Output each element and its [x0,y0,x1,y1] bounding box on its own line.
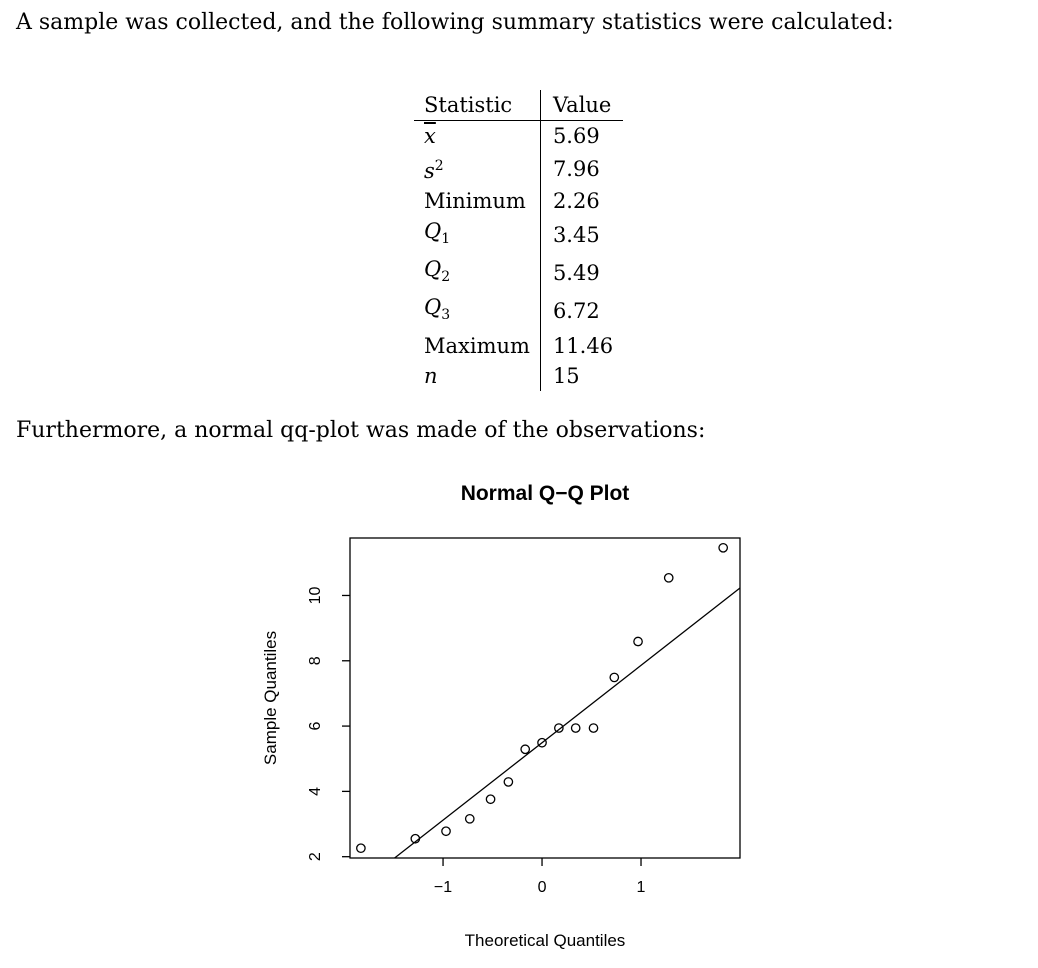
stat-value-q1: 3.45 [539,216,624,255]
y-tick-label: 2 [307,852,324,861]
y-tick-label: 8 [307,656,324,665]
table-row: n 15 [414,360,624,391]
plot-frame [349,537,741,859]
table-row: Q2 5.49 [414,254,624,293]
data-point [554,723,564,733]
stat-value-variance: 7.96 [539,151,624,186]
stat-value-q3: 6.72 [539,292,624,331]
stat-label-q2: Q2 [424,257,451,286]
stat-label-mean: x [424,124,436,148]
stat-value-mean: 5.69 [539,120,624,151]
summary-statistics-table: Statistic Value x 5.69 s2 7.96 Minimum 2… [414,90,624,391]
data-point [356,843,366,854]
table-row: Q3 6.72 [414,292,624,331]
y-axis: 2 4 6 8 10 [307,586,350,861]
stat-value-minimum: 2.26 [539,186,624,216]
chart-title: Normal Q−Q Plot [461,482,630,505]
intro-text: A sample was collected, and the followin… [16,10,894,35]
table-row: s2 7.96 [414,151,624,186]
data-point [633,636,643,647]
x-tick-label: 0 [538,879,547,896]
x-tick-label: −1 [434,879,452,896]
qq-plot-intro-text: Furthermore, a normal qq-plot was made o… [16,418,706,443]
table-row: Q1 3.45 [414,216,624,255]
data-point [663,572,674,583]
table-row: Maximum 11.46 [414,330,624,361]
data-point [410,833,421,844]
table-row: Minimum 2.26 [414,186,624,216]
stat-label-minimum: Minimum [424,189,526,213]
y-tick-label: 4 [307,787,324,796]
stat-label-q1: Q1 [424,219,451,248]
qq-reference-line [394,587,741,859]
y-axis-label: Sample Quantiles [261,631,280,765]
data-point [537,737,547,748]
qq-plot: Normal Q−Q Plot −1 0 1 2 4 6 8 10 Theoretical … [261,482,741,950]
data-points [356,542,729,854]
data-point [570,723,581,733]
stat-value-maximum: 11.46 [539,330,624,361]
table-header-row: Statistic Value [414,90,624,121]
x-axis: −1 0 1 [434,858,646,896]
y-tick-label: 6 [307,722,324,731]
data-point [485,794,496,805]
data-point [609,672,620,683]
stat-value-q2: 5.49 [539,254,624,293]
x-axis-label: Theoretical Quantiles [465,931,626,950]
stat-label-n: n [424,363,438,388]
data-point [520,744,531,755]
data-point [464,813,475,824]
stat-label-maximum: Maximum [424,333,530,358]
stat-value-n: 15 [539,360,624,391]
data-point [441,826,451,837]
table-row: x 5.69 [414,120,624,151]
data-point [503,777,514,787]
y-tick-label: 10 [307,586,324,604]
stat-label-variance: s2 [424,158,444,183]
x-tick-label: 1 [637,879,646,896]
header-statistic: Statistic [414,90,541,121]
data-point [588,723,599,733]
stat-label-q3: Q3 [424,295,451,324]
header-value: Value [539,90,624,121]
data-point [718,542,729,553]
